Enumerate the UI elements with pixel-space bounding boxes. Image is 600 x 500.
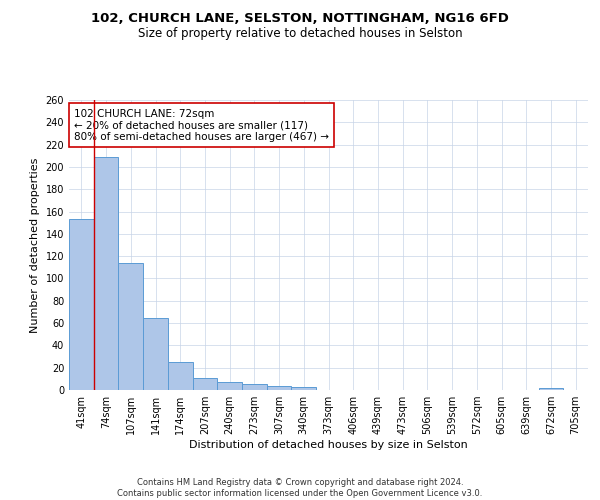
X-axis label: Distribution of detached houses by size in Selston: Distribution of detached houses by size … (189, 440, 468, 450)
Text: Contains HM Land Registry data © Crown copyright and database right 2024.
Contai: Contains HM Land Registry data © Crown c… (118, 478, 482, 498)
Text: Size of property relative to detached houses in Selston: Size of property relative to detached ho… (137, 28, 463, 40)
Y-axis label: Number of detached properties: Number of detached properties (30, 158, 40, 332)
Bar (143, 318, 168, 390)
Bar (267, 386, 292, 390)
Text: 102 CHURCH LANE: 72sqm
← 20% of detached houses are smaller (117)
80% of semi-de: 102 CHURCH LANE: 72sqm ← 20% of detached… (74, 108, 329, 142)
Text: 102, CHURCH LANE, SELSTON, NOTTINGHAM, NG16 6FD: 102, CHURCH LANE, SELSTON, NOTTINGHAM, N… (91, 12, 509, 26)
Bar (69, 220, 94, 390)
Bar (94, 157, 118, 390)
Bar (168, 362, 193, 390)
Bar (193, 378, 217, 390)
Bar (118, 263, 143, 390)
Bar (242, 384, 267, 390)
Bar (217, 382, 242, 390)
Bar (292, 386, 316, 390)
Bar (539, 388, 563, 390)
